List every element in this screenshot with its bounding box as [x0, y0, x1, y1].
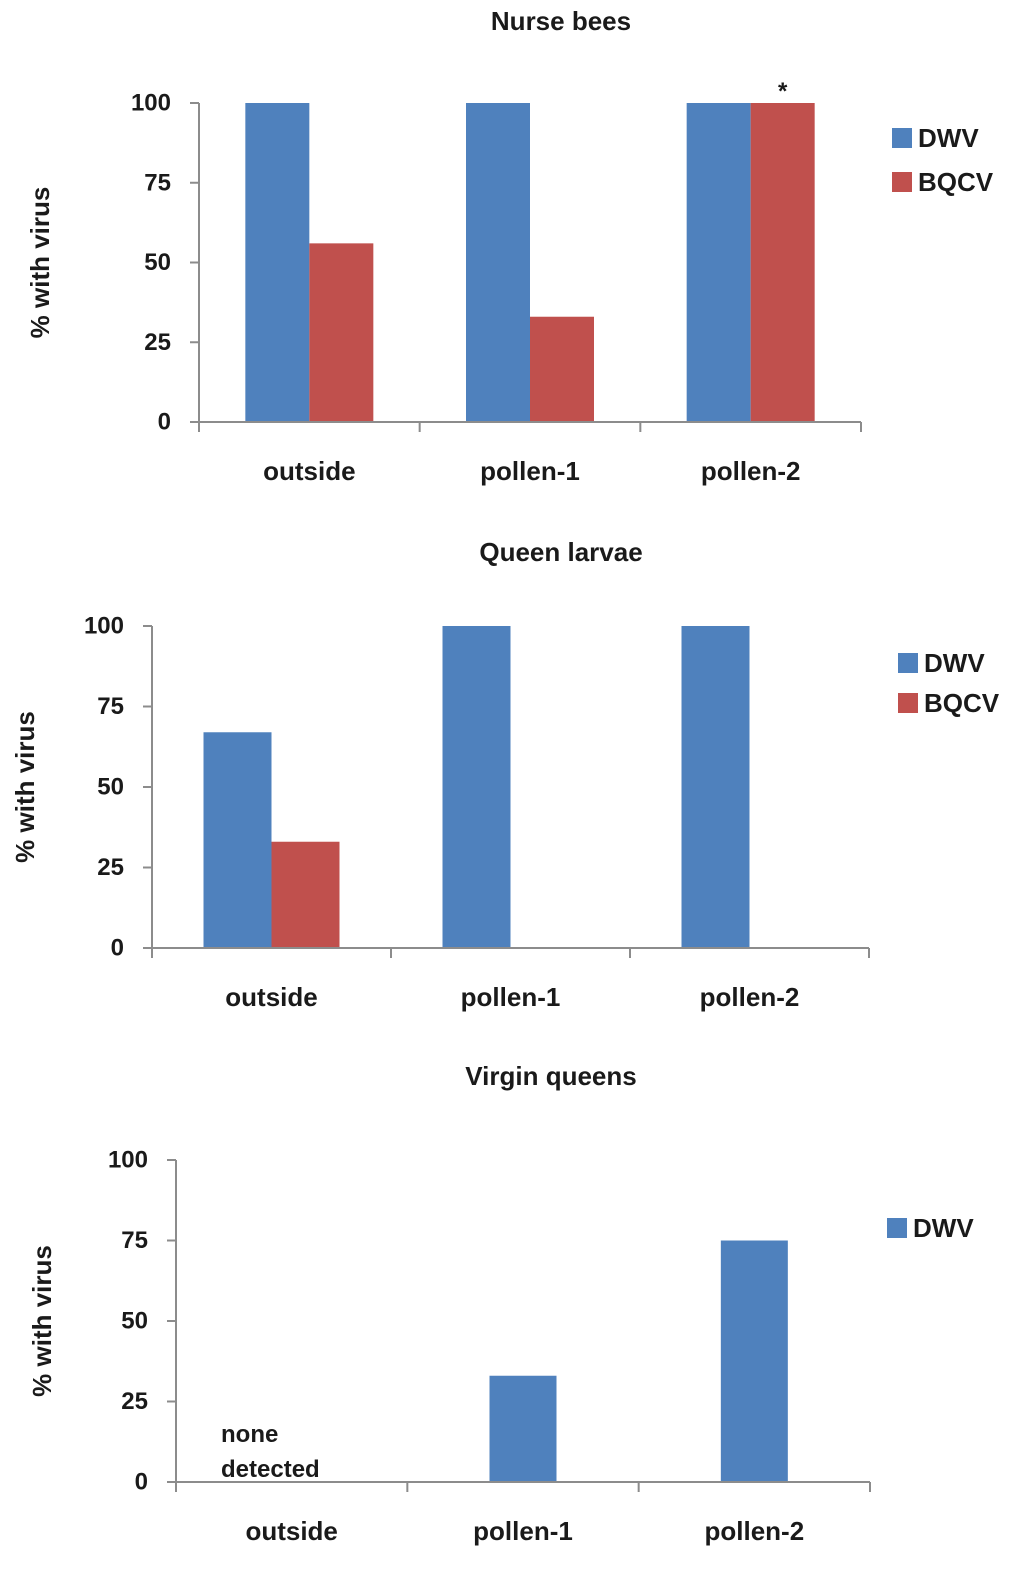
bar-dwv-pollen-1 — [489, 1375, 557, 1482]
y-tick-label: 100 — [108, 1147, 148, 1174]
chart-panel-2: Queen larvae % with virus 0 25 50 75 100 outsid… — [10, 537, 1000, 1012]
y-tick-label: 75 — [97, 693, 124, 720]
bar-bqcv-pollen-1 — [530, 316, 594, 422]
legend-label-dwv: DWV — [913, 1213, 974, 1243]
category-label-outside: outside — [263, 456, 355, 486]
bar-bqcv-pollen-2 — [750, 103, 815, 422]
y-tick-label: 50 — [121, 1308, 148, 1335]
category-label-pollen-2: pollen-2 — [700, 982, 800, 1012]
y-tick-label: 25 — [97, 854, 124, 881]
y-tick-label: 50 — [144, 249, 171, 276]
category-label-outside: outside — [245, 1516, 337, 1546]
category-label-pollen-2: pollen-2 — [704, 1516, 804, 1546]
bar-bqcv-outside — [309, 243, 374, 422]
y-tick-label: 0 — [111, 935, 124, 962]
y-axis-label: % with virus — [25, 187, 55, 339]
chart-panel-3: Virgin queens % with virus 0 25 50 75 100 outsi… — [27, 1061, 974, 1546]
bar-dwv-pollen-2 — [681, 626, 750, 948]
y-axis-label: % with virus — [27, 1245, 57, 1397]
legend-swatch-dwv — [898, 653, 918, 673]
legend-label-bqcv: BQCV — [924, 688, 1000, 718]
y-tick-label: 100 — [131, 90, 171, 117]
y-tick-label: 0 — [158, 409, 171, 436]
bar-dwv-pollen-2 — [720, 1240, 788, 1482]
chart-title: Queen larvae — [479, 537, 642, 567]
category-label-pollen-1: pollen-1 — [473, 1516, 573, 1546]
significance-marker: * — [778, 78, 788, 105]
bar-dwv-outside — [203, 732, 272, 948]
chart-title: Virgin queens — [465, 1061, 636, 1091]
category-label-outside: outside — [225, 982, 317, 1012]
y-tick-label: 25 — [121, 1388, 148, 1415]
y-tick-label: 75 — [121, 1227, 148, 1254]
y-tick-label: 50 — [97, 774, 124, 801]
legend-swatch-bqcv — [892, 172, 912, 192]
category-label-pollen-1: pollen-1 — [480, 456, 580, 486]
bar-dwv-pollen-1 — [466, 103, 530, 422]
category-label-pollen-2: pollen-2 — [701, 456, 801, 486]
none-detected-note: none detected — [221, 1421, 320, 1483]
y-tick-label: 100 — [84, 613, 124, 640]
chart-panel-1: Nurse bees % with virus 0 25 50 75 100 outside p… — [25, 6, 994, 486]
legend-label-dwv: DWV — [924, 648, 985, 678]
legend-label-dwv: DWV — [918, 123, 979, 153]
y-tick-label: 25 — [144, 329, 171, 356]
legend-swatch-dwv — [892, 128, 912, 148]
bar-dwv-outside — [245, 103, 310, 422]
category-label-pollen-1: pollen-1 — [461, 982, 561, 1012]
chart-title: Nurse bees — [491, 6, 631, 36]
y-axis-label: % with virus — [10, 711, 40, 863]
bar-dwv-pollen-1 — [442, 626, 511, 948]
legend-swatch-dwv — [887, 1218, 907, 1238]
legend-swatch-bqcv — [898, 693, 918, 713]
y-tick-label: 0 — [135, 1469, 148, 1496]
y-tick-label: 75 — [144, 169, 171, 196]
legend-label-bqcv: BQCV — [918, 167, 994, 197]
bar-bqcv-outside — [271, 841, 340, 948]
bar-dwv-pollen-2 — [686, 103, 751, 422]
